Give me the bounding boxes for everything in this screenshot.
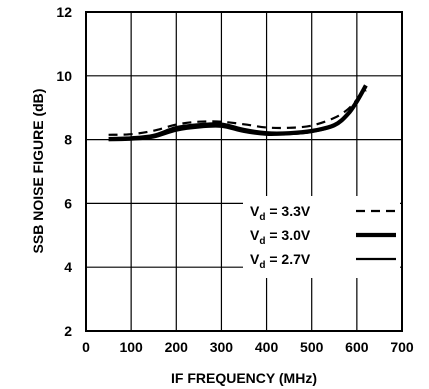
x-tick-label: 500 <box>300 339 324 355</box>
x-tick-label: 100 <box>119 339 143 355</box>
plot-frame <box>85 11 403 332</box>
x-tick-label: 600 <box>345 339 369 355</box>
y-tick-label: 4 <box>64 259 72 275</box>
series-line-0 <box>108 89 367 136</box>
y-tick-label: 2 <box>64 323 72 339</box>
series-line-2 <box>108 86 367 142</box>
legend: Vd = 3.3V Vd = 3.0V Vd = 2.7V <box>243 196 400 278</box>
y-tick-label: 10 <box>56 68 72 84</box>
y-tick-label: 12 <box>56 4 72 20</box>
grid <box>86 12 402 331</box>
legend-entry-1: Vd = 3.0V <box>250 227 311 247</box>
legend-entry-2: Vd = 2.7V <box>250 251 311 271</box>
x-tick-label: 700 <box>390 339 414 355</box>
series-layer <box>108 84 368 142</box>
y-axis-label: SSB NOISE FIGURE (dB) <box>30 89 46 254</box>
x-tick-label: 0 <box>82 339 90 355</box>
tick-labels: 0 100 200 300 400 500 600 700 2 4 6 8 10 12 <box>56 4 413 355</box>
y-tick-label: 8 <box>64 132 72 148</box>
legend-entry-0: Vd = 3.3V <box>250 203 311 223</box>
x-axis-label: IF FREQUENCY (MHz) <box>171 370 317 386</box>
x-tick-label: 400 <box>255 339 279 355</box>
x-tick-label: 200 <box>165 339 189 355</box>
x-tick-label: 300 <box>210 339 234 355</box>
y-tick-label: 6 <box>64 195 72 211</box>
